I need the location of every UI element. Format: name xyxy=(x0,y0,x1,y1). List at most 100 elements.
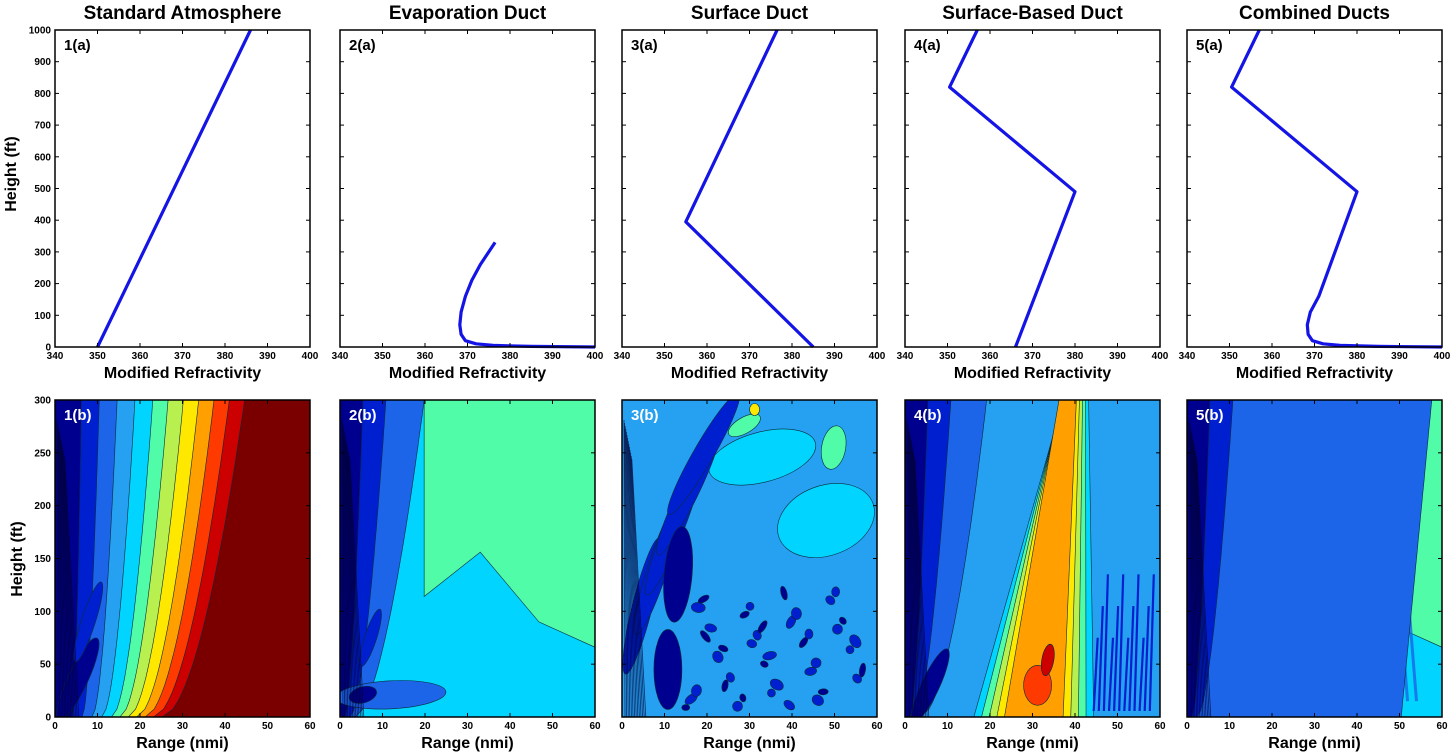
interference-lobe xyxy=(762,651,777,661)
refractivity-profile-line xyxy=(684,29,815,349)
x-tick-label: 340 xyxy=(1179,351,1196,362)
x-tick-label: 0 xyxy=(1184,721,1190,732)
interference-lobe xyxy=(681,704,691,711)
x-tick-label: 360 xyxy=(699,351,716,362)
near-field-contour xyxy=(909,431,915,717)
x-tick-label: 400 xyxy=(869,351,886,362)
x-tick-label: 400 xyxy=(1152,351,1169,362)
propagation-loss-field xyxy=(1187,400,1442,717)
interference-fringe xyxy=(1143,606,1150,712)
x-tick-label: 40 xyxy=(219,721,231,732)
near-field-contour xyxy=(1188,419,1191,717)
interference-lobe xyxy=(810,657,822,669)
interference-lobe xyxy=(757,620,768,634)
x-axis: 340 350 360 370 380 390 400 xyxy=(47,30,319,362)
panel-3a: Surface Duct 340 350 360 370 380 390 400 Modifie… xyxy=(614,3,886,382)
x-tick-label: 30 xyxy=(744,721,756,732)
near-field-contour xyxy=(1194,449,1207,717)
y-tick-label: 0 xyxy=(45,343,51,354)
x-tick-label: 340 xyxy=(614,351,631,362)
panel-label: 3(b) xyxy=(631,407,659,424)
near-field-contour xyxy=(57,425,62,717)
near-field-contour xyxy=(626,434,634,717)
interference-fringe xyxy=(1113,606,1120,712)
near-field-contour xyxy=(59,431,65,717)
near-field-contour xyxy=(907,422,910,717)
x-tick-label: 20 xyxy=(134,721,146,732)
near-field-contour xyxy=(913,452,926,717)
contour-region xyxy=(423,400,595,648)
near-field-contour xyxy=(342,425,347,717)
y-tick-label: 200 xyxy=(34,501,51,512)
x-tick-label: 380 xyxy=(1067,351,1084,362)
x-axis-label: Range (nmi) xyxy=(421,735,513,752)
interference-lobe xyxy=(732,700,743,712)
x-tick-label: 0 xyxy=(902,721,908,732)
interference-lobe xyxy=(767,688,776,698)
top-row-y-axis-label: Height (ft) xyxy=(3,136,20,212)
y-tick-label: 700 xyxy=(34,121,51,132)
near-field-contour xyxy=(344,431,350,717)
x-tick-label: 350 xyxy=(89,351,106,362)
x-tick-label: 360 xyxy=(417,351,434,362)
x-axis-label: Range (nmi) xyxy=(136,735,228,752)
interference-lobe xyxy=(697,594,710,604)
x-tick-label: 10 xyxy=(942,721,954,732)
x-tick-label: 40 xyxy=(1069,721,1081,732)
interference-lobe xyxy=(663,526,693,623)
x-tick-label: 380 xyxy=(784,351,801,362)
bottom-row-y-axis-label: Height (ft) xyxy=(9,521,26,597)
y-axis: 0 100 200 300 400 500 600 700 800 900 1000 xyxy=(29,26,310,354)
interference-lobe xyxy=(1040,643,1055,677)
near-field-contour xyxy=(344,434,352,717)
interference-lobe xyxy=(760,660,769,668)
near-field-contour xyxy=(57,422,60,717)
near-field-contour xyxy=(62,446,73,717)
near-field-contour xyxy=(345,440,355,717)
x-tick-label: 30 xyxy=(1309,721,1321,732)
interference-lobe xyxy=(804,666,817,676)
x-tick-label: 390 xyxy=(826,351,843,362)
x-tick-label: 380 xyxy=(1349,351,1366,362)
interference-lobe xyxy=(780,585,788,601)
panel-5a: Combined Ducts 340 350 360 370 380 390 400 Modif… xyxy=(1179,3,1451,382)
interference-lobe xyxy=(791,607,802,620)
interference-lobe xyxy=(831,586,840,598)
x-tick-label: 380 xyxy=(502,351,519,362)
x-tick-label: 340 xyxy=(47,351,64,362)
near-field-contour xyxy=(1192,437,1200,717)
x-tick-label: 350 xyxy=(939,351,956,362)
x-tick-label: 10 xyxy=(377,721,389,732)
near-field-contour xyxy=(1192,440,1202,717)
near-field-contour xyxy=(64,458,80,717)
panel-label: 1(b) xyxy=(64,407,92,424)
ducted-energy-beam xyxy=(1004,400,1077,717)
panel-2a: Evaporation Duct 340 350 360 370 380 390 400 Mod… xyxy=(332,3,604,382)
interference-lobe xyxy=(73,581,104,663)
x-axis: 0 10 20 30 40 50 60 xyxy=(619,400,883,732)
near-field-contour xyxy=(1193,443,1204,717)
x-tick-label: 50 xyxy=(829,721,841,732)
refractivity-profile-line xyxy=(96,29,252,348)
near-field-contour xyxy=(63,452,76,717)
near-field-contour xyxy=(624,422,627,717)
x-tick-label: 50 xyxy=(1394,721,1406,732)
interference-lobe xyxy=(700,630,711,643)
panel-label: 3(a) xyxy=(631,37,658,54)
near-field-contour xyxy=(912,449,925,717)
panel-title: Surface-Based Duct xyxy=(942,3,1123,24)
near-field-contour xyxy=(58,428,64,717)
panel-title: Evaporation Duct xyxy=(389,3,547,24)
x-axis: 0 10 20 30 40 50 60 xyxy=(337,400,601,732)
interference-lobe xyxy=(746,639,758,649)
near-field-contour xyxy=(346,443,357,717)
x-axis-label: Modified Refractivity xyxy=(954,365,1111,382)
panel-1a: Standard Atmosphere 340 350 360 370 380 390 400… xyxy=(29,3,319,382)
x-tick-label: 20 xyxy=(1266,721,1278,732)
x-axis-label: Range (nmi) xyxy=(703,735,795,752)
y-tick-label: 250 xyxy=(34,448,51,459)
interference-fringe xyxy=(1118,574,1125,712)
x-tick-label: 360 xyxy=(982,351,999,362)
near-field-contour xyxy=(911,443,922,717)
near-field-contour xyxy=(347,449,360,717)
